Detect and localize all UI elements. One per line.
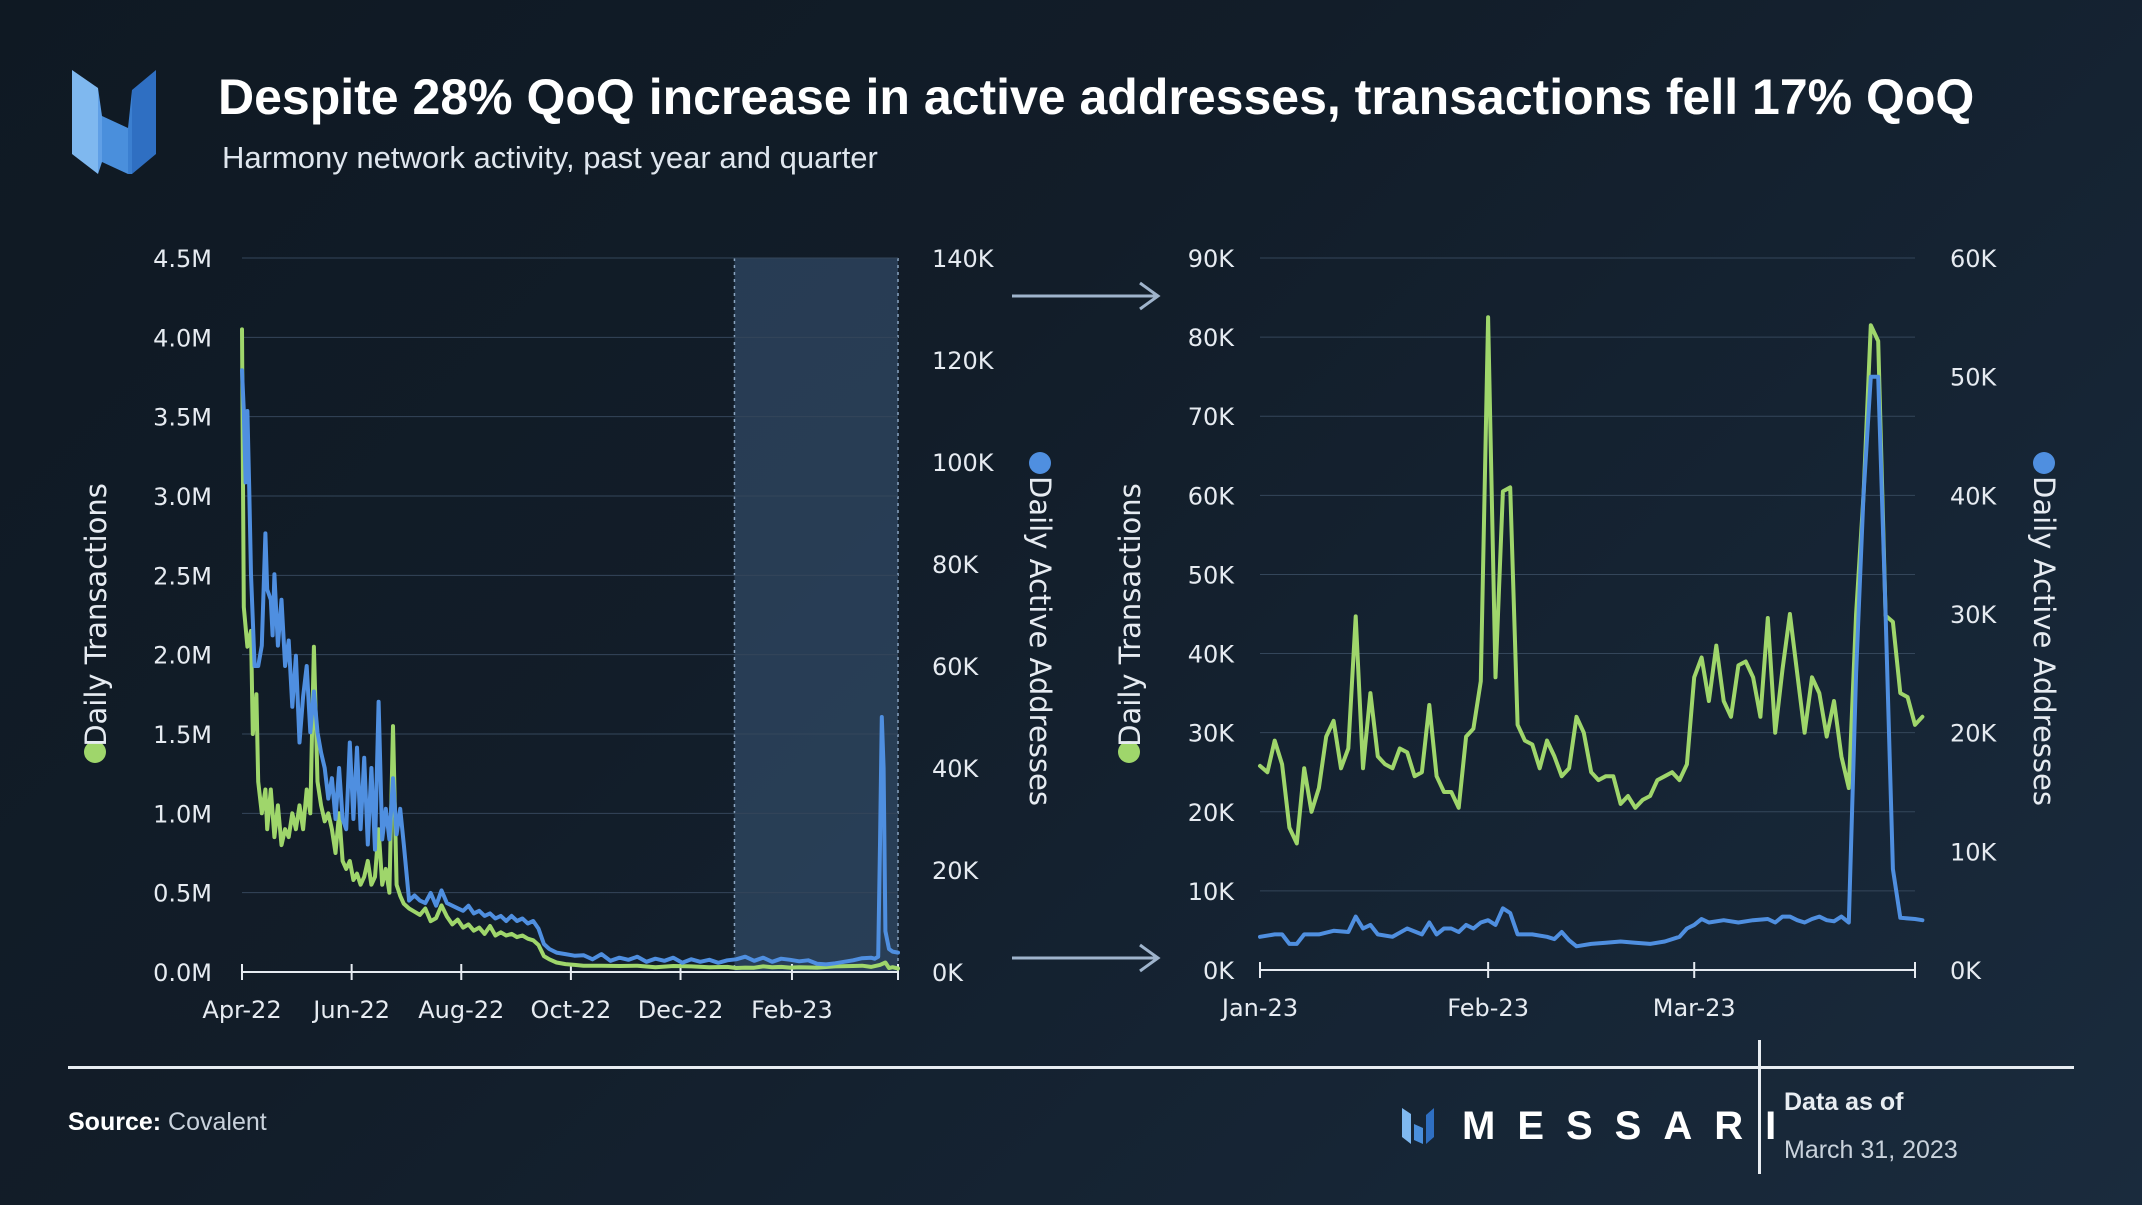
legend-dot-transactions	[1118, 741, 1140, 763]
left-axis-tick: 0.0M	[153, 959, 212, 987]
messari-wordmark: MESSARI	[1462, 1103, 1799, 1148]
left-axis-tick: 2.0M	[153, 642, 212, 670]
footer-vertical-divider	[1758, 1040, 1761, 1174]
left-axis-tick: 30K	[1188, 720, 1236, 748]
source-value: Covalent	[168, 1108, 267, 1136]
source-note: Source: Covalent	[68, 1108, 267, 1137]
left-axis-tick: 2.5M	[153, 562, 212, 590]
x-axis-tick: Jan-23	[1220, 994, 1298, 1022]
right-axis-tick: 40K	[1950, 482, 1998, 510]
charts-canvas: 0.0M 0.5M 1.0M 1.5M 2.0M 2.5M 3.0M 3.5M 4.0M 4.5M…	[79, 245, 2061, 1024]
data-as-of-label: Data as of	[1784, 1088, 1904, 1116]
left-axis-tick: 80K	[1188, 324, 1236, 352]
x-axis-tick: Aug-22	[418, 996, 504, 1024]
left-axis-tick: 50K	[1188, 561, 1236, 589]
series-line-daily-transactions	[240, 327, 900, 971]
messari-logo-icon	[72, 70, 156, 174]
series-line-daily-active-addresses	[240, 368, 900, 967]
left-axis-tick: 3.0M	[153, 483, 212, 511]
data-as-of-date: March 31, 2023	[1784, 1136, 1958, 1164]
left-axis-tick: 40K	[1188, 641, 1236, 669]
legend-dot-transactions	[84, 741, 106, 763]
right-axis-tick: 80K	[932, 551, 980, 579]
right-axis-tick: 120K	[932, 347, 995, 375]
messari-brand: MESSARI	[1402, 1102, 1798, 1150]
left-axis-tick: 4.0M	[153, 324, 212, 352]
left-axis-title: Daily Transactions	[79, 483, 113, 747]
left-axis-title: Daily Transactions	[1113, 483, 1147, 747]
right-axis-tick: 40K	[932, 755, 980, 783]
left-axis-tick: 4.5M	[153, 245, 212, 273]
right-axis-tick: 30K	[1950, 601, 1998, 629]
legend-dot-addresses	[1029, 452, 1051, 474]
right-axis-tick: 60K	[1950, 245, 1998, 273]
left-axis-tick: 60K	[1188, 482, 1236, 510]
highlight-region	[734, 258, 898, 972]
right-axis-tick: 0K	[1950, 957, 1982, 985]
x-axis-tick: Dec-22	[638, 996, 724, 1024]
zoom-arrow-head-icon	[1139, 281, 1161, 311]
left-axis-tick: 3.5M	[153, 404, 212, 432]
series-line-daily-transactions	[1258, 315, 1925, 846]
right-axis-tick: 60K	[932, 653, 980, 681]
right-axis-tick: 100K	[932, 449, 995, 477]
x-axis-tick: Jun-22	[311, 996, 390, 1024]
left-axis-tick: 90K	[1188, 245, 1236, 273]
series-line-daily-active-addresses	[1258, 374, 1925, 949]
chart-subtitle: Harmony network activity, past year and …	[222, 140, 878, 175]
left-axis-tick: 70K	[1188, 403, 1236, 431]
left-axis-tick: 1.0M	[153, 800, 212, 828]
zoom-arrow-head-icon	[1139, 943, 1161, 973]
right-axis-tick: 0K	[932, 959, 964, 987]
left-axis-tick: 10K	[1188, 878, 1236, 906]
x-axis-tick: Apr-22	[202, 996, 281, 1024]
x-axis-tick: Feb-23	[751, 996, 833, 1024]
x-axis-tick: Oct-22	[531, 996, 612, 1024]
right-axis-title: Daily Active Addresses	[1023, 476, 1057, 806]
right-axis-tick: 20K	[1950, 720, 1998, 748]
right-axis-tick: 50K	[1950, 364, 1998, 392]
right-axis-tick: 10K	[1950, 838, 1998, 866]
footer-divider-line	[68, 1066, 2074, 1069]
x-axis-tick: Feb-23	[1447, 994, 1529, 1022]
right-axis-title: Daily Active Addresses	[2027, 476, 2061, 806]
right-axis-tick: 20K	[932, 857, 980, 885]
right-axis-tick: 140K	[932, 245, 995, 273]
left-axis-tick: 0K	[1203, 957, 1235, 985]
chart-title: Despite 28% QoQ increase in active addre…	[218, 69, 1975, 125]
source-label: Source:	[68, 1108, 162, 1136]
legend-dot-addresses	[2033, 452, 2055, 474]
x-axis-tick: Mar-23	[1653, 994, 1736, 1022]
left-axis-tick: 20K	[1188, 799, 1236, 827]
left-axis-tick: 0.5M	[153, 880, 212, 908]
messari-mark-icon	[1402, 1108, 1434, 1144]
left-axis-tick: 1.5M	[153, 721, 212, 749]
